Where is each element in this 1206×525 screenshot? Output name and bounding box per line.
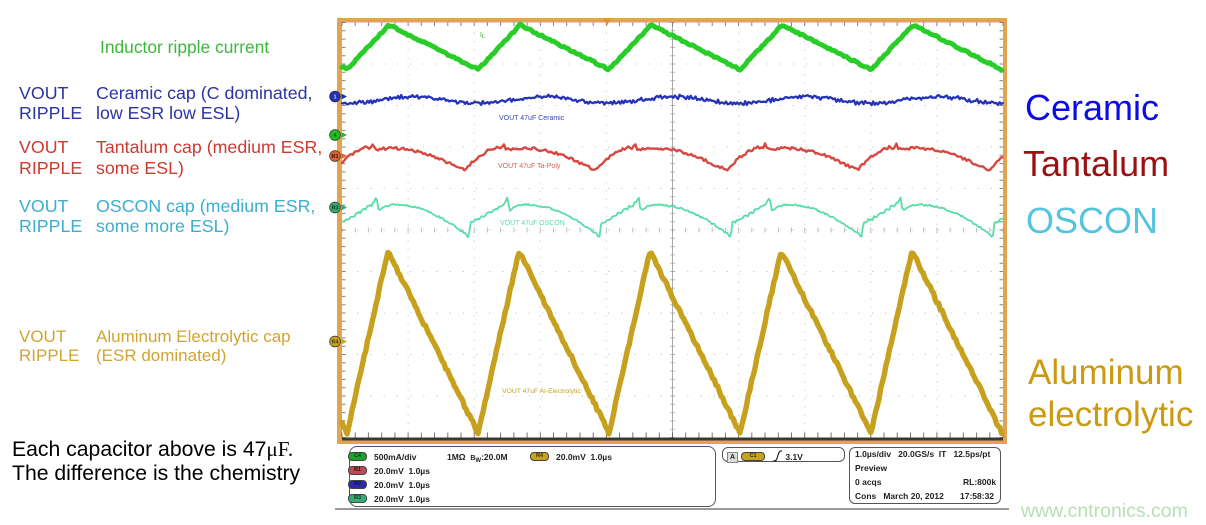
svg-text:VOUT 47uF Ceramic: VOUT 47uF Ceramic	[499, 115, 565, 122]
svg-text:4: 4	[333, 133, 337, 139]
svg-text:VOUT 47uF Al-Electrolytic: VOUT 47uF Al-Electrolytic	[502, 388, 581, 395]
svg-text:VOUT 47uF OSCON: VOUT 47uF OSCON	[500, 220, 565, 227]
svg-text:R4: R4	[331, 340, 339, 346]
svg-text:VOUT 47uF Ta-Poly: VOUT 47uF Ta-Poly	[498, 163, 561, 170]
svg-text:R3: R3	[331, 206, 338, 212]
svg-text:1: 1	[333, 95, 336, 101]
svg-text:R1: R1	[331, 154, 338, 160]
svg-text:IL: IL	[480, 32, 485, 40]
